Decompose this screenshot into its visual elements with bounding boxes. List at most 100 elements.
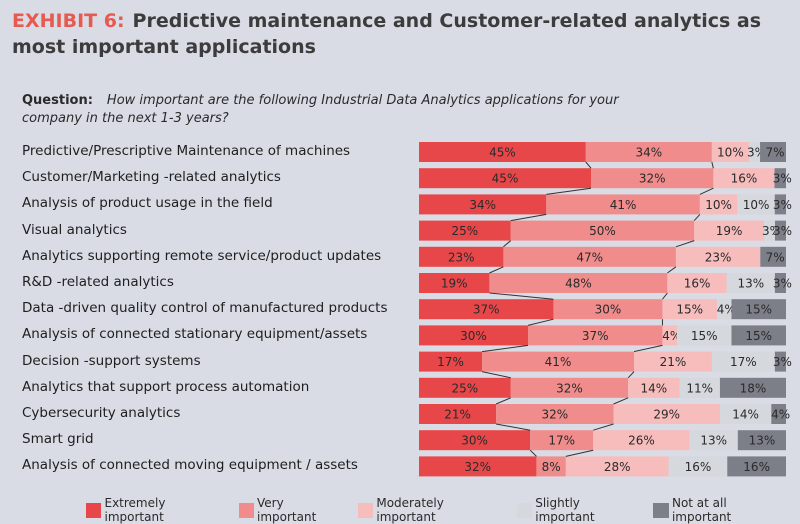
bar-segment (716, 299, 732, 320)
bar-segment (699, 194, 738, 215)
data-label: 4% (717, 303, 736, 317)
bar-segment (713, 168, 775, 189)
legend-label: Moderately important (376, 496, 444, 524)
legend-swatch (653, 502, 669, 518)
bar-segment (530, 430, 594, 451)
data-label: 25% (452, 381, 479, 395)
bar-segment (675, 246, 761, 267)
very-connector-line (667, 266, 677, 274)
data-label: 32% (541, 408, 568, 422)
category-label: Visual analytics (22, 221, 127, 238)
data-label: 30% (460, 329, 487, 343)
category-label: R&D -related analytics (22, 274, 174, 290)
data-label: 7% (766, 146, 785, 160)
very-connector-line (627, 371, 635, 379)
legend-item: Slightly important (516, 496, 640, 524)
extremely-connector-line (503, 240, 512, 248)
very-connector-line (693, 214, 701, 221)
data-label: 14% (641, 381, 668, 395)
bar-segment (591, 168, 714, 189)
bar-segment (503, 246, 676, 267)
bar-segment (419, 194, 547, 215)
bar-segment (419, 404, 497, 424)
bar-segment (662, 325, 677, 346)
data-label: 17% (730, 355, 757, 369)
data-label: 32% (639, 172, 666, 186)
bar-segment (731, 325, 786, 346)
very-connector-line (633, 344, 663, 353)
extremely-connector-line (481, 371, 511, 379)
bar-segment (419, 142, 586, 162)
data-label: 13% (749, 434, 776, 448)
data-label: 13% (700, 434, 727, 448)
bar-segment (679, 377, 720, 398)
data-label: 23% (448, 250, 475, 264)
category-label: Analytics supporting remote service/prod… (22, 247, 382, 264)
bar-segment (667, 273, 727, 293)
extremely-connector-line (529, 449, 537, 457)
bar-segment (528, 325, 663, 346)
bar-segment (419, 351, 483, 372)
bar-segment (771, 404, 786, 424)
data-label: 10% (743, 198, 770, 212)
data-label: 47% (576, 250, 603, 264)
question-block: Question: How important are the following… (22, 92, 642, 128)
bar-segment (613, 404, 720, 424)
data-label: 4% (771, 408, 790, 422)
data-label: 45% (489, 146, 516, 160)
very-connector-line (593, 423, 614, 431)
category-label: Predictive/Prescriptive Maintenance of m… (22, 143, 351, 159)
data-label: 28% (604, 460, 631, 474)
bar-segment (689, 430, 738, 451)
data-label: 16% (731, 172, 758, 186)
legend: Extremely important Very important Moderat… (86, 496, 800, 524)
bar-segment (694, 220, 764, 241)
bar-segment (419, 246, 504, 267)
data-label: 18% (740, 381, 767, 395)
legend-label: Not at all important (671, 496, 732, 524)
data-label: 29% (653, 408, 680, 422)
data-label: 11% (686, 381, 713, 395)
bar-segment (565, 456, 669, 477)
data-label: 16% (685, 460, 712, 474)
data-label: 15% (676, 303, 703, 317)
legend-label: Slightly important (535, 496, 595, 524)
data-label: 4% (662, 329, 681, 343)
extremely-connector-line (527, 318, 554, 326)
data-label: 7% (766, 250, 785, 264)
bar-segment (760, 246, 786, 267)
legend-swatch (516, 502, 533, 518)
bar-segment (419, 220, 511, 241)
data-label: 19% (441, 277, 468, 291)
data-label: 3% (773, 224, 792, 238)
bar-segment (628, 377, 680, 398)
very-connector-line (565, 449, 594, 457)
extremely-connector-line (546, 187, 592, 195)
data-label: 13% (737, 277, 764, 291)
data-label: 21% (444, 408, 471, 422)
exhibit-label: EXHIBIT 6: (12, 10, 125, 32)
bar-segment (774, 194, 786, 215)
data-label: 25% (452, 224, 479, 238)
bar-segment (419, 456, 537, 477)
bar-segment (553, 299, 663, 320)
bar-segment (731, 299, 786, 320)
legend-label: Extremely important (104, 496, 166, 524)
very-connector-line (675, 240, 695, 248)
category-label: Cybersecurity analytics (22, 405, 181, 421)
data-label: 41% (610, 198, 637, 212)
data-label: 3% (773, 355, 792, 369)
bar-segment (774, 351, 786, 372)
legend-swatch (86, 502, 102, 518)
extremely-connector-line (489, 292, 554, 300)
data-label: 8% (542, 460, 561, 474)
bar-segment (585, 142, 712, 162)
legend-swatch (357, 502, 374, 518)
data-label: 37% (473, 303, 500, 317)
bar-segment (760, 142, 786, 162)
bar-segment (774, 220, 786, 241)
extremely-connector-line (585, 161, 592, 169)
data-label: 15% (745, 329, 772, 343)
bar-segment (737, 430, 786, 451)
extremely-connector-line (495, 423, 531, 431)
